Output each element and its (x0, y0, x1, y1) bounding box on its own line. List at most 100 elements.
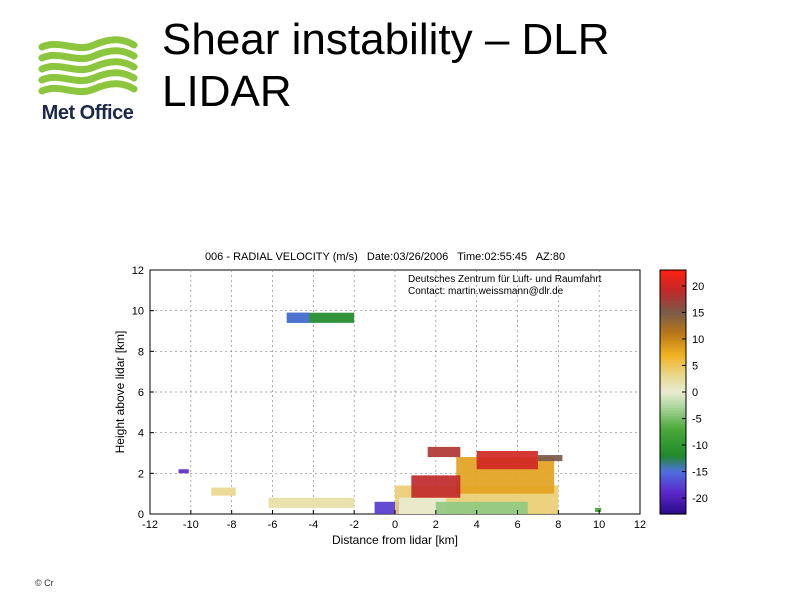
x-tick-label: 12 (634, 519, 646, 531)
colorbar-segment (660, 309, 686, 314)
colorbar-tick-label: -10 (692, 440, 708, 452)
x-tick-label: 6 (514, 519, 520, 531)
colorbar-segment (660, 466, 686, 470)
colorbar-segment (660, 405, 686, 409)
colorbar-segment (660, 378, 686, 382)
colorbar-segment (660, 333, 686, 337)
colorbar-segment (660, 407, 686, 412)
y-axis-label: Height above lidar [km] (113, 331, 127, 454)
colorbar-segment (660, 498, 686, 502)
colorbar-segment (660, 450, 686, 454)
wave-logo-icon (38, 36, 138, 96)
x-tick-label: 2 (433, 519, 439, 531)
colorbar-segment (660, 484, 686, 489)
logo-text: Met Office (41, 102, 134, 124)
x-tick-label: 0 (392, 519, 398, 531)
colorbar-segment (660, 280, 686, 284)
slide-title-line2: LIDAR (162, 67, 292, 116)
colorbar-segment (660, 458, 686, 462)
colorbar-tick-label: 20 (692, 281, 704, 293)
copyright-footer: © Cr (35, 578, 54, 588)
velocity-field (178, 312, 602, 514)
colorbar-segment (660, 277, 686, 282)
x-tick-labels: -12 -10 -8 -6 -4 -2 0 2 4 6 8 10 12 (142, 510, 646, 531)
colorbar-segment (660, 346, 686, 351)
colorbar-segment (660, 495, 686, 499)
colorbar-segment (660, 453, 686, 457)
colorbar-segment (660, 471, 686, 475)
colorbar-segment (660, 304, 686, 308)
logo-wave-stroke (38, 47, 138, 63)
velocity-region (427, 446, 461, 458)
colorbar-segment (660, 429, 686, 433)
velocity-region (374, 501, 402, 514)
x-tick-label: -10 (183, 519, 199, 531)
colorbar-segment (660, 384, 686, 388)
velocity-region (178, 469, 189, 474)
colorbar-tick-label: -15 (692, 467, 708, 479)
colorbar-segment (660, 479, 686, 483)
colorbar-segment (660, 325, 686, 329)
colorbar-segment (660, 320, 686, 324)
y-tick-label: 10 (132, 306, 144, 318)
colorbar-segment (660, 331, 686, 335)
colorbar-segment (660, 376, 686, 380)
colorbar-segment (660, 482, 686, 486)
velocity-region (399, 497, 447, 514)
colorbar-segment (660, 352, 686, 356)
colorbar-segment (660, 413, 686, 417)
colorbar-segment (660, 307, 686, 311)
colorbar-segment (660, 474, 686, 478)
colorbar-segment (660, 283, 686, 287)
velocity-region (537, 455, 563, 462)
chart-annotation-contact: Contact: martin.weissmann@dlr.de (408, 286, 564, 297)
colorbar-tick-label: -20 (692, 493, 708, 505)
colorbar-segment (660, 386, 686, 390)
slide-title-line1: Shear instability – DLR (162, 15, 610, 64)
colorbar-segment (660, 285, 686, 290)
colorbar-segment (660, 301, 686, 306)
chart-title: 006 - RADIAL VELOCITY (m/s) Date:03/26/2… (205, 251, 565, 263)
colorbar-segment (660, 389, 686, 393)
colorbar-tick-label: 15 (692, 307, 704, 319)
velocity-region (476, 450, 538, 470)
colorbar-segment (660, 349, 686, 353)
colorbar-segment (660, 270, 686, 274)
colorbar-segment (660, 500, 686, 504)
chart-canvas: 006 - RADIAL VELOCITY (m/s) Date:03/26/2… (113, 251, 708, 547)
grid-lines (150, 270, 640, 514)
colorbar-segment (660, 296, 686, 300)
colorbar-segment (660, 365, 686, 369)
y-tick-label: 6 (138, 387, 144, 399)
x-tick-label: 8 (555, 519, 561, 531)
colorbar-segment (660, 293, 686, 298)
colorbar-segment (660, 394, 686, 398)
colorbar-segment (660, 447, 686, 451)
logo-wave-stroke (38, 80, 138, 96)
logo-wave-stroke (38, 36, 138, 52)
colorbar-segment (660, 317, 686, 321)
colorbar-segment (660, 341, 686, 345)
velocity-region (286, 312, 310, 323)
y-tick-label: 0 (138, 509, 144, 521)
colorbar-segment (660, 492, 686, 497)
x-tick-label: -2 (349, 519, 359, 531)
colorbar-segment (660, 431, 686, 436)
colorbar-segment (660, 368, 686, 372)
colorbar-segment (660, 370, 686, 375)
colorbar-segment (660, 392, 686, 396)
colorbar-segment (660, 511, 686, 515)
colorbar-segment (660, 373, 686, 377)
colorbar-segment (660, 506, 686, 510)
y-tick-labels: 0 2 4 6 8 10 12 (132, 265, 154, 521)
colorbar-segment (660, 460, 686, 465)
slide-title: Shear instability – DLR LIDAR (162, 14, 722, 118)
colorbar-segment (660, 315, 686, 319)
colorbar-segment (660, 344, 686, 348)
logo-wave-stroke (38, 69, 138, 85)
velocity-region (411, 475, 461, 498)
colorbar-tick-label: 5 (692, 360, 698, 372)
colorbar-segment (660, 468, 686, 473)
velocity-region (211, 487, 236, 496)
colorbar-segment (660, 423, 686, 428)
